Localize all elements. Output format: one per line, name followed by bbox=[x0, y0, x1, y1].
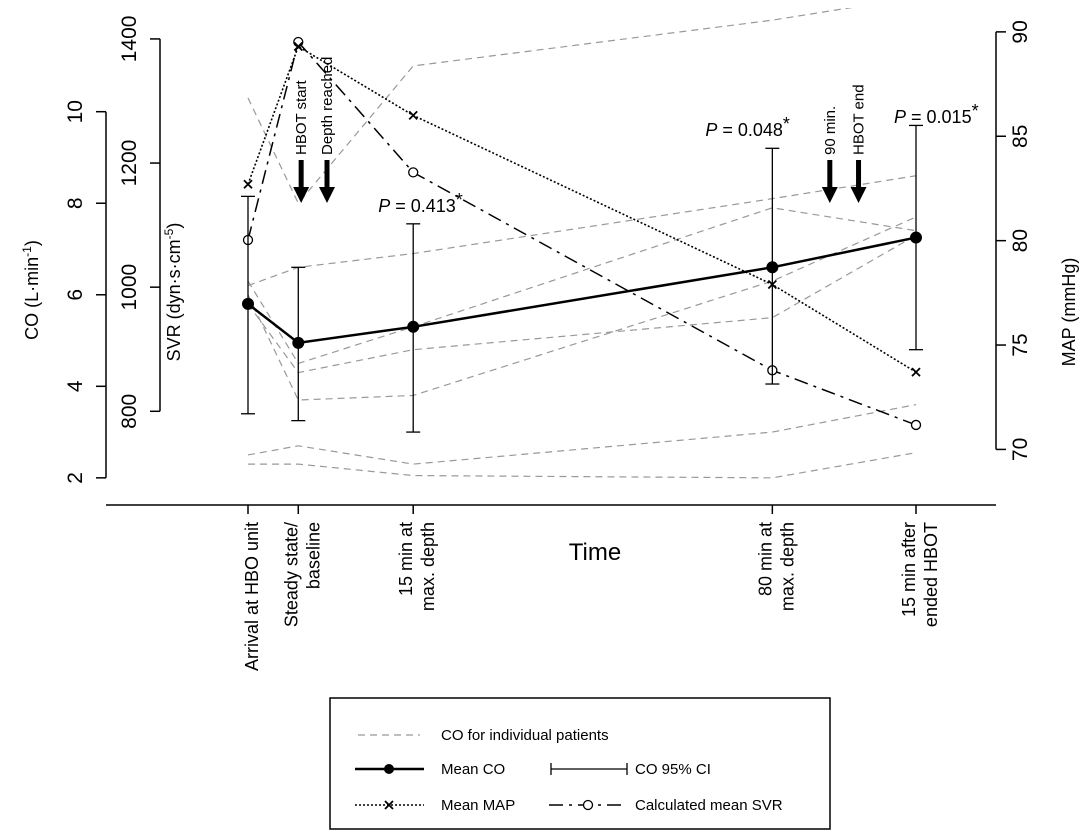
x-tick-label-4: 80 min at max. depth bbox=[755, 522, 797, 611]
x-tick-label-line: baseline bbox=[303, 522, 323, 589]
x-tick-label-line: max. depth bbox=[418, 522, 438, 611]
x-tick-label-3: 15 min at max. depth bbox=[396, 522, 438, 611]
co-tick-label-6: 6 bbox=[64, 289, 87, 301]
map-tick-label-90: 90 bbox=[1009, 20, 1032, 43]
p-value-p: P bbox=[894, 107, 906, 127]
svr-tick-label-1200: 1200 bbox=[118, 140, 141, 187]
svr-tick-label-1000: 1000 bbox=[118, 264, 141, 311]
co-axis-title-sup: -1 bbox=[20, 246, 34, 257]
p-value-p: P bbox=[705, 120, 717, 140]
p-value-star: * bbox=[972, 101, 979, 121]
x-tick-label-line: max. depth bbox=[777, 522, 797, 611]
map-tick-label-85: 85 bbox=[1009, 125, 1032, 148]
p-value-rest: = 0.015 bbox=[906, 107, 972, 127]
map-point-3 bbox=[408, 110, 418, 121]
event-arrow-head-4 bbox=[850, 187, 867, 203]
svr-point-5 bbox=[910, 419, 922, 431]
co-tick-label-10: 10 bbox=[64, 100, 87, 123]
co-tick-label-2: 2 bbox=[64, 472, 87, 484]
event-arrow-head-2 bbox=[319, 187, 336, 203]
map-point-5 bbox=[911, 367, 921, 377]
mean-co-line bbox=[247, 236, 917, 345]
svr-axis-title-sup: -5 bbox=[162, 228, 176, 239]
patient-line-3 bbox=[247, 8, 853, 205]
map-series bbox=[243, 41, 921, 377]
mean-co-point-4 bbox=[766, 261, 779, 274]
svr-axis-title-main: SVR (dyn·s·cm bbox=[164, 239, 184, 361]
x-tick-label-line: 15 min at bbox=[396, 522, 416, 596]
x-tick-label-line: 80 min at bbox=[755, 522, 775, 596]
event-label-4: HBOT end bbox=[851, 84, 868, 155]
legend-individual-label: CO for individual patients bbox=[441, 727, 609, 744]
map-tick-label-80: 80 bbox=[1009, 229, 1032, 252]
x-tick-label-line: 15 min after bbox=[899, 522, 919, 617]
mean-co-series bbox=[241, 124, 923, 433]
mean-co-point-5 bbox=[910, 231, 922, 244]
x-axis-title: Time bbox=[569, 539, 621, 566]
map-axis-title: MAP (mmHg) bbox=[1059, 258, 1079, 367]
legend-mean-co-label: Mean CO bbox=[441, 761, 505, 778]
x-tick-label-line: ended HBOT bbox=[921, 522, 941, 627]
annotations: P = 0.413*P = 0.048* P = 0.015*HBOT start… bbox=[293, 57, 979, 216]
event-label-3: 90 min. bbox=[822, 106, 839, 155]
patient-line-6 bbox=[247, 404, 917, 465]
x-tick-label-line: Arrival at HBO unit bbox=[242, 522, 262, 671]
legend-svr-label: Calculated mean SVR bbox=[635, 797, 783, 814]
legend-map-marker bbox=[384, 800, 394, 810]
x-tick-label-1: Arrival at HBO unit bbox=[242, 522, 262, 671]
x-tick-label-2: Steady state/baseline bbox=[281, 522, 323, 627]
patient-line-4 bbox=[247, 175, 917, 287]
patient-line-7 bbox=[248, 452, 917, 479]
svr-axis-title-end: ) bbox=[164, 223, 184, 229]
x-tick-label-line: Steady state/ bbox=[281, 522, 301, 627]
co-axis-title: CO (L·min-1) bbox=[20, 240, 42, 340]
svr-tick-label-1400: 1400 bbox=[118, 16, 141, 63]
individual-patient-lines bbox=[247, 8, 917, 479]
p-value-p: P bbox=[378, 196, 390, 216]
p-value-star: * bbox=[456, 190, 463, 210]
mean-co-point-1 bbox=[242, 297, 254, 310]
svr-axis-title: SVR (dyn·s·cm-5) bbox=[162, 223, 184, 362]
mean-co-point-2 bbox=[292, 336, 305, 349]
x-tick-label-5: 15 min after ended HBOT bbox=[899, 522, 941, 627]
svr-line bbox=[247, 40, 917, 426]
patient-line-1 bbox=[247, 234, 917, 374]
p-value-1: P = 0.413* bbox=[378, 190, 463, 216]
event-arrow-head-1 bbox=[293, 187, 310, 203]
co-axis-title-main: CO (L·min bbox=[22, 257, 42, 340]
axes: 2 4 6 8 10 CO (L·min-1) 800 1000 1200 1400 SVR (dy… bbox=[20, 16, 1079, 671]
co-tick-label-4: 4 bbox=[64, 380, 87, 392]
co-tick-label-8: 8 bbox=[64, 197, 87, 209]
map-point-1 bbox=[243, 179, 253, 189]
p-value-3: P = 0.015* bbox=[894, 101, 979, 127]
p-value-rest: = 0.413 bbox=[390, 196, 456, 216]
co-axis-title-end: ) bbox=[22, 240, 42, 246]
legend-map-label: Mean MAP bbox=[441, 797, 515, 814]
map-tick-label-70: 70 bbox=[1009, 438, 1032, 461]
map-point-2 bbox=[293, 41, 303, 52]
p-value-rest: = 0.048 bbox=[717, 120, 783, 140]
legend-mean-co-marker bbox=[384, 764, 394, 774]
event-arrow-head-3 bbox=[821, 187, 838, 203]
patient-line-5 bbox=[247, 216, 917, 401]
legend-box bbox=[329, 697, 831, 830]
svr-series bbox=[242, 36, 922, 431]
p-value-2: P = 0.048* bbox=[705, 114, 790, 140]
patient-line-2 bbox=[247, 207, 917, 365]
map-tick-label-75: 75 bbox=[1009, 333, 1032, 356]
legend-svr-marker bbox=[582, 799, 594, 811]
svr-tick-label-800: 800 bbox=[118, 394, 141, 429]
svr-point-2 bbox=[293, 36, 304, 48]
svr-point-3 bbox=[408, 167, 419, 178]
map-line bbox=[247, 45, 917, 373]
legend-ci-label: CO 95% CI bbox=[635, 761, 711, 778]
p-value-star: * bbox=[783, 114, 790, 134]
mean-co-point-3 bbox=[407, 320, 420, 333]
event-label-1: HBOT start bbox=[293, 79, 310, 155]
legend: CO for individual patients Mean CO CO 95… bbox=[329, 697, 831, 830]
event-label-2: Depth reached bbox=[319, 57, 336, 155]
